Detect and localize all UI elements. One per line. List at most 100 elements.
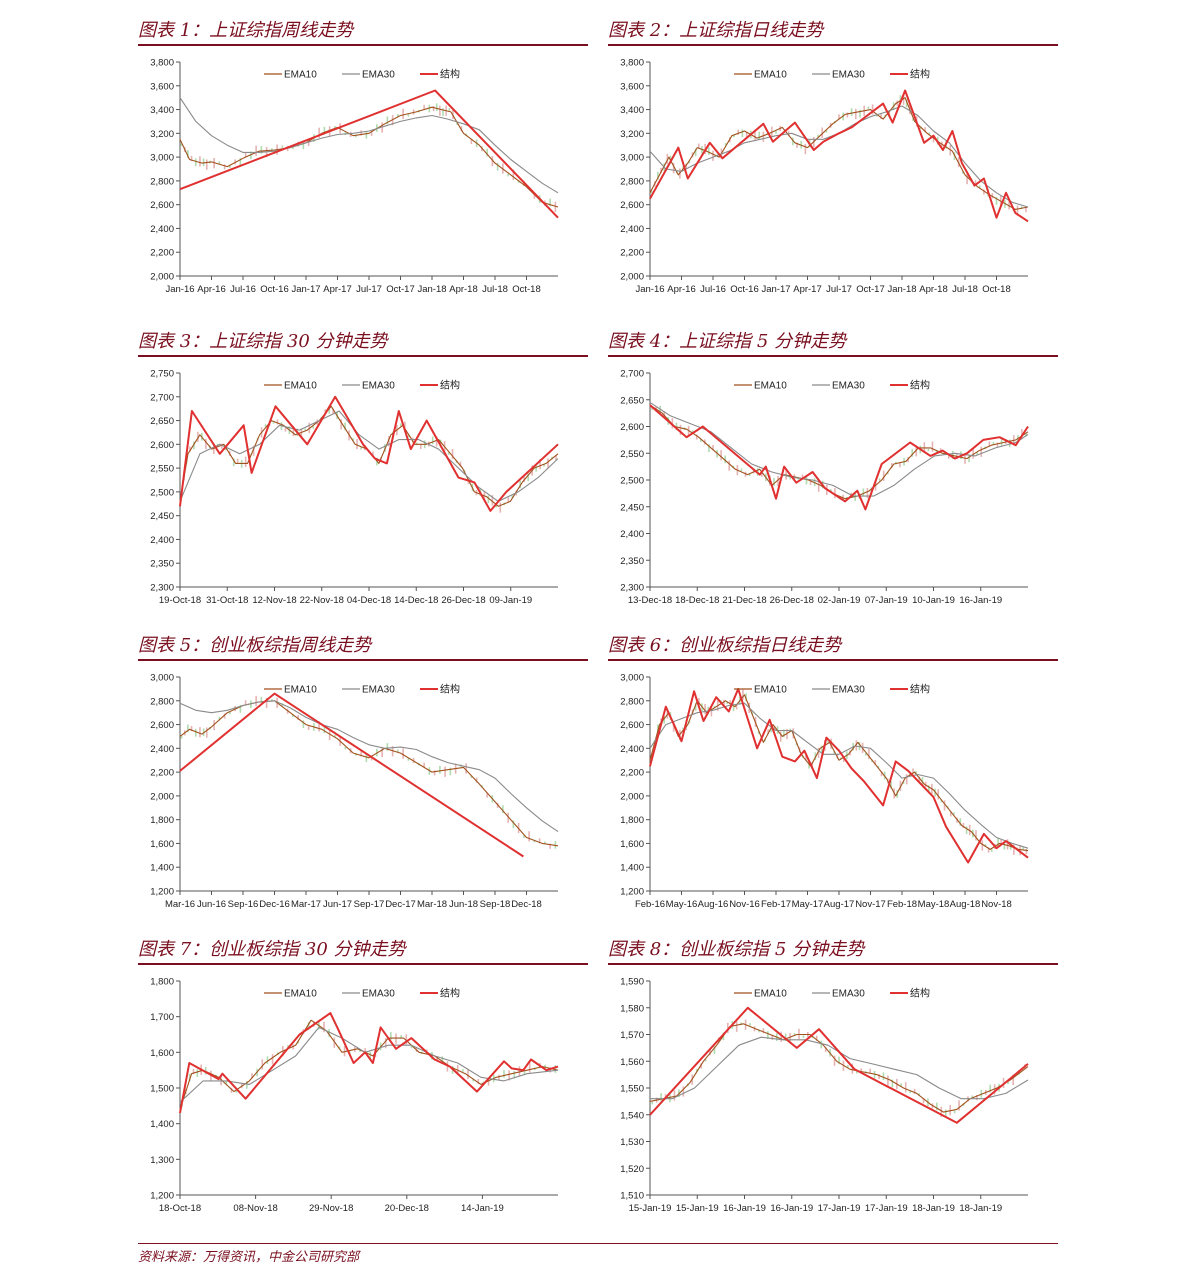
candle-bar xyxy=(486,792,488,798)
candle-bar xyxy=(838,1056,840,1065)
candle-bar xyxy=(381,746,383,758)
x-tick-label: Apr-17 xyxy=(793,284,822,295)
candle-bar xyxy=(1000,438,1003,446)
x-tick-label: Nov-16 xyxy=(729,899,760,910)
candle-bar xyxy=(953,812,955,815)
candle-bar xyxy=(876,114,878,117)
candle-bar xyxy=(727,1022,729,1034)
candle-bar xyxy=(726,701,728,705)
chart-svg: 2,300 2,350 2,400 2,450 2,500 2,550 2,600 2,650… xyxy=(620,369,1029,606)
y-tick-label: 2,350 xyxy=(150,559,174,570)
x-tick-label: Apr-18 xyxy=(449,284,478,295)
candle-bar xyxy=(760,471,763,477)
candle-bar xyxy=(312,426,315,429)
candle-bar xyxy=(905,774,908,785)
x-tick-label: Feb-17 xyxy=(761,899,791,910)
candle-bar xyxy=(193,441,195,450)
candle-bar xyxy=(384,1038,387,1049)
candle-bar xyxy=(502,805,504,813)
candle-bar xyxy=(271,699,273,702)
structure-line xyxy=(649,1006,1029,1124)
candle-bar xyxy=(880,771,883,777)
x-tick-label: May-16 xyxy=(666,899,698,910)
candle-bar xyxy=(871,104,874,115)
x-tick-label: Jul-18 xyxy=(482,284,508,295)
candle-bar xyxy=(205,438,207,450)
candle-bar xyxy=(190,725,193,732)
candle-bar xyxy=(197,431,199,443)
candle-bar xyxy=(507,812,509,823)
x-tick-label: 04-Dec-18 xyxy=(347,595,391,606)
legend-label: EMA30 xyxy=(832,70,865,81)
candle-bar xyxy=(671,418,674,429)
title-rule xyxy=(608,659,1058,661)
candle-bar xyxy=(958,1100,960,1111)
legend-label: EMA10 xyxy=(754,989,787,1000)
candle-bar xyxy=(205,159,208,170)
candle-bar xyxy=(388,436,390,447)
candle-bar xyxy=(512,169,515,180)
candle-bar xyxy=(997,838,999,847)
candle-bar xyxy=(820,1040,823,1049)
candle-bar xyxy=(891,1079,894,1088)
y-tick-label: 2,600 xyxy=(620,720,644,731)
candle-bar xyxy=(495,504,498,508)
y-tick-label: 2,400 xyxy=(150,535,174,546)
candle-bar xyxy=(834,488,836,499)
candle-bar xyxy=(1013,844,1015,855)
chart-panel-4: 图表 4：上证综指 5 分钟走势 2,300 2,350 2,400 2,450 2,5… xyxy=(608,327,1058,617)
y-tick-label: 1,560 xyxy=(620,1057,644,1068)
x-tick-label: 18-Jan-19 xyxy=(959,1203,1002,1214)
candle-bar xyxy=(651,407,653,410)
candle-bar xyxy=(947,453,950,459)
legend-label: EMA10 xyxy=(754,70,787,81)
candle-bar xyxy=(673,1090,676,1101)
x-tick-label: Dec-18 xyxy=(511,899,542,910)
candle-bar xyxy=(236,458,239,464)
y-tick-label: 1,200 xyxy=(620,887,644,898)
candle-bar xyxy=(728,460,731,471)
candle-bar xyxy=(980,446,983,457)
candle-bar xyxy=(1000,839,1003,845)
candle-bar xyxy=(423,104,425,110)
candle-bar xyxy=(757,731,760,734)
candle-bar xyxy=(239,157,242,166)
candle-bar xyxy=(712,444,714,451)
candle-bar xyxy=(802,1035,805,1038)
x-tick-label: May-18 xyxy=(918,899,950,910)
candle-bar xyxy=(878,1074,880,1080)
chart-panel-2: 图表 2：上证综指日线走势 2,000 2,200 2,400 2,600 2,800 3… xyxy=(608,16,1058,306)
candle-bar xyxy=(679,424,682,436)
candle-bar xyxy=(423,762,425,768)
candle-bar xyxy=(402,748,404,759)
x-tick-label: 14-Dec-18 xyxy=(394,595,438,606)
candle-bar xyxy=(817,134,819,138)
candle-bar xyxy=(992,441,995,445)
chart-title: 图表 7：创业板综指 30 分钟走势 xyxy=(138,939,406,960)
structure-line xyxy=(649,404,1029,511)
candle-bar xyxy=(439,105,441,116)
y-tick-label: 1,600 xyxy=(620,839,644,850)
x-tick-label: Jul-16 xyxy=(230,284,256,295)
chart-svg: 1,200 1,400 1,600 1,800 2,000 2,200 2,400 2,600… xyxy=(150,673,559,910)
legend-label: EMA30 xyxy=(362,70,395,81)
y-tick-label: 2,400 xyxy=(620,744,644,755)
candle-bar xyxy=(187,150,189,158)
candle-bar xyxy=(244,456,247,467)
candle-bar xyxy=(805,755,807,761)
candle-bar xyxy=(276,419,279,425)
candle-bar xyxy=(365,130,368,139)
structure-line xyxy=(179,395,559,512)
candle-bar xyxy=(386,743,389,751)
candle-bar xyxy=(663,411,666,417)
candle-bar xyxy=(850,108,853,116)
y-tick-label: 2,300 xyxy=(150,583,174,594)
x-tick-label: May-17 xyxy=(792,899,824,910)
candle-bar xyxy=(660,167,662,173)
x-tick-label: 16-Jan-19 xyxy=(770,1203,813,1214)
candle-bar xyxy=(927,785,930,793)
candle-bar xyxy=(180,736,183,739)
y-tick-label: 1,400 xyxy=(150,1119,174,1130)
ema10-line xyxy=(179,405,559,507)
y-tick-label: 1,600 xyxy=(150,1048,174,1059)
